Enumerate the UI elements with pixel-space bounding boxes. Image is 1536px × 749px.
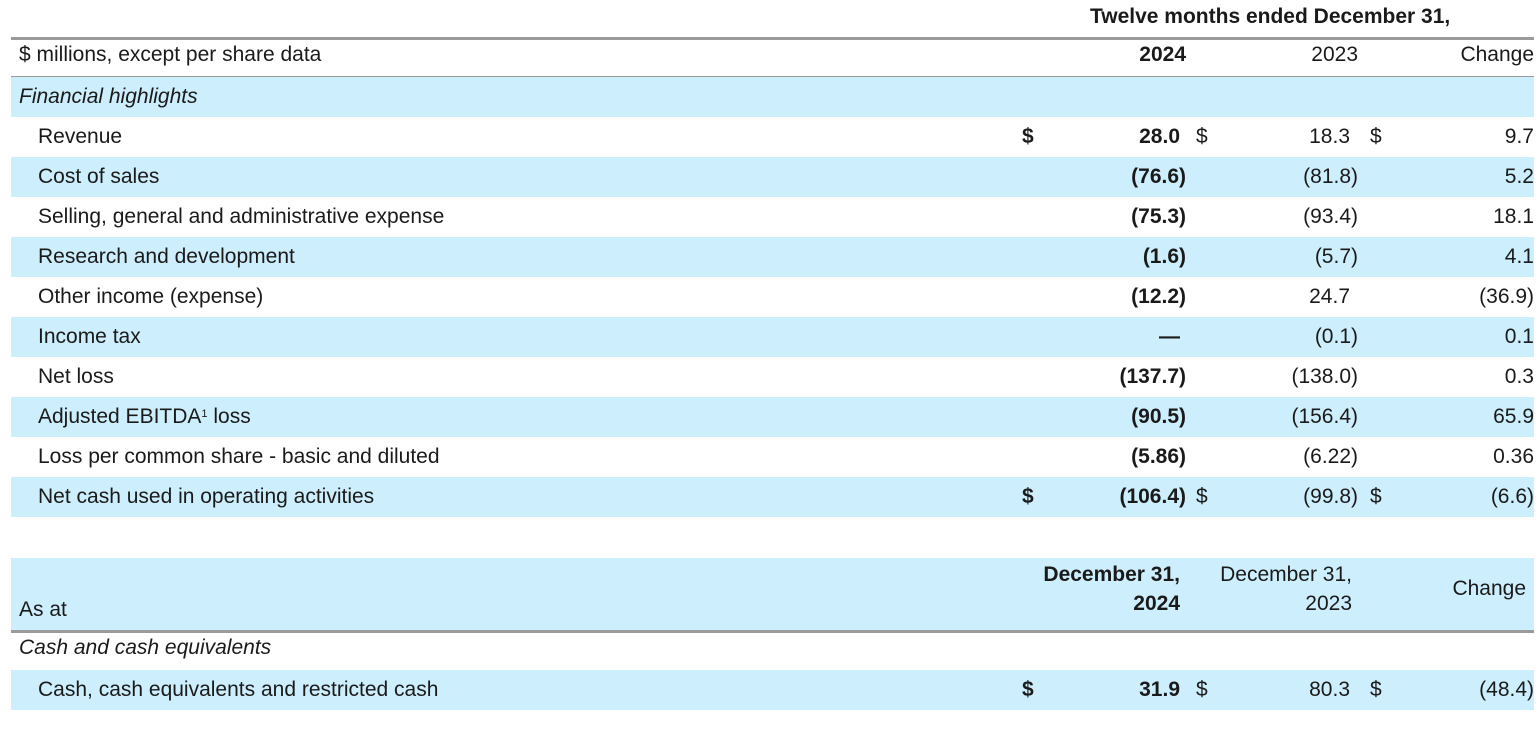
value-2023: (156.4) [1291, 405, 1358, 428]
value-change: 18.1 [1493, 205, 1534, 228]
value-2023: (138.0) [1291, 365, 1358, 388]
currency-symbol: $ [1370, 678, 1382, 701]
table-row: Net loss (137.7) (138.0) 0.3 [11, 357, 1534, 397]
col-header-2023: 2023 [1311, 43, 1358, 66]
row-label-suffix: loss [207, 405, 251, 428]
value-2024: 28.0 [1139, 125, 1180, 148]
value-2024: (137.7) [1119, 365, 1186, 388]
value-change: 65.9 [1493, 405, 1534, 428]
col-header-2024-line1: December 31, [1043, 563, 1180, 586]
row-label: Net cash used in operating activities [38, 485, 375, 508]
cash-position-body: Cash and cash equivalents Cash, cash equ… [11, 628, 1534, 710]
period-header-row: Twelve months ended December 31, [0, 0, 1536, 38]
table2-header-rule [11, 630, 1534, 633]
financial-highlights-body: Financial highlights Revenue $ 28.0 $ 18… [11, 77, 1534, 517]
col-header-2024-line2: 2024 [1133, 592, 1180, 615]
table-row: Adjusted EBITDA1 loss (90.5) (156.4) 65.… [11, 397, 1534, 437]
value-change: 0.3 [1504, 365, 1534, 388]
value-change: 5.2 [1504, 165, 1534, 188]
table-row: Net cash used in operating activities $ … [11, 477, 1534, 517]
table-row: Income tax — (0.1) 0.1 [11, 317, 1534, 357]
currency-symbol: $ [1196, 125, 1208, 148]
table-row: Other income (expense) (12.2) 24.7 (36.9… [11, 277, 1534, 317]
value-2024: — [1159, 325, 1180, 348]
col-header-2023-line2: 2023 [1305, 592, 1352, 615]
row-label: Revenue [38, 125, 123, 148]
table-row: Cost of sales (76.6) (81.8) 5.2 [11, 157, 1534, 197]
row-label: Income tax [38, 325, 141, 348]
units-label: $ millions, except per share data [19, 43, 322, 66]
section-label: Financial highlights [19, 85, 198, 108]
currency-symbol: $ [1370, 125, 1382, 148]
header-top-rule [11, 37, 1534, 40]
table-row: Cash, cash equivalents and restricted ca… [11, 670, 1534, 710]
currency-symbol: $ [1196, 678, 1208, 701]
value-2023: 80.3 [1309, 678, 1350, 701]
currency-symbol: $ [1196, 485, 1208, 508]
table-row: Selling, general and administrative expe… [11, 197, 1534, 237]
column-header-row: $ millions, except per share data 2024 2… [11, 35, 1534, 77]
row-label: Net loss [38, 365, 114, 388]
value-2024: 31.9 [1139, 678, 1180, 701]
table-row: Research and development (1.6) (5.7) 4.1 [11, 237, 1534, 277]
value-2024: (12.2) [1131, 285, 1186, 308]
value-2023: (99.8) [1303, 485, 1358, 508]
value-2024: (90.5) [1131, 405, 1186, 428]
col-header-2023-line1: December 31, [1220, 563, 1352, 586]
value-2023: (81.8) [1303, 165, 1358, 188]
row-label: Adjusted EBITDA1 loss [38, 397, 251, 437]
value-2023: (6.22) [1303, 445, 1358, 468]
row-label: Cost of sales [38, 165, 160, 188]
currency-symbol: $ [1022, 678, 1034, 701]
currency-symbol: $ [1022, 125, 1034, 148]
value-change: 0.1 [1504, 325, 1534, 348]
row-label: Loss per common share - basic and dilute… [38, 445, 440, 468]
column-header-row: As at December 31, 2024 December 31, 202… [11, 558, 1534, 630]
value-change: 4.1 [1504, 245, 1534, 268]
currency-symbol: $ [1022, 485, 1034, 508]
section-row: Cash and cash equivalents [11, 628, 1534, 670]
value-change: (36.9) [1479, 285, 1534, 308]
section-row: Financial highlights [11, 77, 1534, 117]
row-label: Cash, cash equivalents and restricted ca… [38, 678, 439, 701]
value-change: 9.7 [1504, 125, 1534, 148]
currency-symbol: $ [1370, 485, 1382, 508]
financial-highlights-table: $ millions, except per share data 2024 2… [11, 35, 1534, 77]
value-2023: 18.3 [1309, 125, 1350, 148]
as-at-label: As at [19, 598, 67, 621]
period-header: Twelve months ended December 31, [1090, 5, 1451, 28]
table-row: Revenue $ 28.0 $ 18.3 $ 9.7 [11, 117, 1534, 157]
value-2024: (5.86) [1131, 445, 1186, 468]
col-header-2024: 2024 [1139, 43, 1186, 66]
value-change: 0.36 [1493, 445, 1534, 468]
value-2023: (93.4) [1303, 205, 1358, 228]
value-change: (48.4) [1479, 678, 1534, 701]
value-change: (6.6) [1490, 485, 1534, 508]
cash-position-table: As at December 31, 2024 December 31, 202… [11, 558, 1534, 630]
value-2024: (1.6) [1142, 245, 1186, 268]
value-2023: (5.7) [1314, 245, 1358, 268]
value-2023: (0.1) [1314, 325, 1358, 348]
row-label: Other income (expense) [38, 285, 264, 308]
section-label: Cash and cash equivalents [19, 636, 272, 659]
row-label: Selling, general and administrative expe… [38, 205, 445, 228]
value-2024: (76.6) [1131, 165, 1186, 188]
value-2023: 24.7 [1309, 285, 1350, 308]
value-2024: (75.3) [1131, 205, 1186, 228]
row-label-main: Adjusted EBITDA [38, 405, 202, 428]
col-header-change: Change [1452, 577, 1526, 600]
col-header-change: Change [1460, 43, 1534, 66]
value-2024: (106.4) [1119, 485, 1186, 508]
row-label: Research and development [38, 245, 295, 268]
table-row: Loss per common share - basic and dilute… [11, 437, 1534, 477]
footnote-marker: 1 [201, 408, 208, 420]
